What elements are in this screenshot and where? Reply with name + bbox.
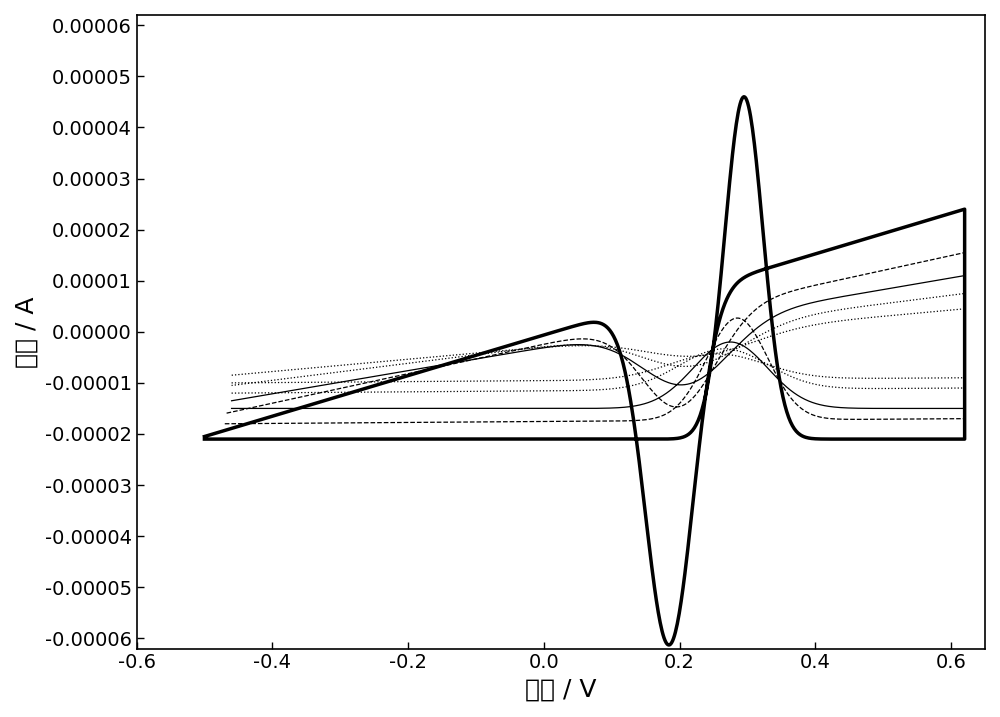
Y-axis label: 电流 / A: 电流 / A (15, 296, 39, 368)
X-axis label: 电势 / V: 电势 / V (525, 678, 597, 702)
